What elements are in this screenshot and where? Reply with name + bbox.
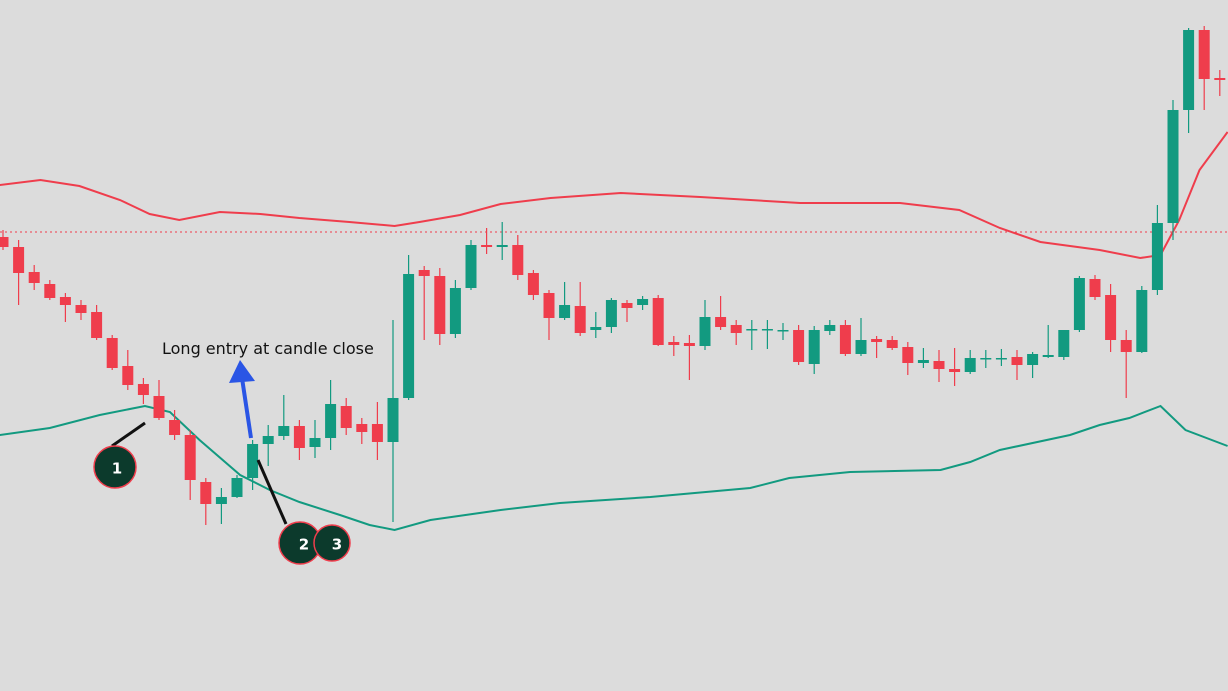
candle-body (13, 247, 25, 273)
candle-body (683, 343, 695, 346)
candle-body (871, 339, 883, 342)
candle-body (91, 312, 103, 338)
candle-body (824, 325, 836, 331)
candle-body (122, 366, 134, 385)
candle-body (184, 435, 196, 480)
candle-body (496, 245, 508, 247)
candle-body (668, 342, 680, 345)
candle-body (637, 299, 649, 305)
candle-body (699, 317, 711, 346)
candle-body (247, 444, 259, 478)
candle-body (777, 330, 789, 332)
candle-body (0, 237, 9, 247)
marker-circle (93, 445, 137, 489)
plot (0, 26, 1228, 532)
candle-body (449, 288, 461, 334)
candle-body (356, 424, 368, 432)
candle-body (1167, 110, 1179, 223)
candle-body (855, 340, 867, 354)
arrow-head (229, 360, 255, 383)
candle-body (1042, 355, 1054, 357)
candle-body (465, 245, 477, 288)
candle-body (605, 300, 617, 327)
candle-body (1058, 330, 1070, 357)
candle-body (1073, 278, 1085, 330)
candle-body (512, 245, 524, 275)
candle-body (153, 396, 165, 418)
arrow-shaft (240, 377, 253, 439)
candle-body (403, 274, 415, 398)
candle-body (527, 273, 539, 295)
annotations: Long entry at candle close 1 2 3 (93, 339, 374, 565)
candle-body (1011, 357, 1023, 365)
candle-body (231, 478, 243, 497)
candle-body (902, 347, 914, 363)
candle-body (137, 384, 149, 395)
candle-body (621, 303, 633, 308)
band-line (0, 404, 1228, 532)
marker-line (111, 421, 146, 448)
candle-body (559, 305, 571, 318)
candle-body (262, 436, 274, 444)
candle-body (169, 420, 181, 435)
candle-body (1183, 30, 1195, 110)
marker-line (256, 459, 288, 525)
candle-body (1214, 78, 1226, 80)
candle-body (325, 404, 337, 438)
candle-body (28, 272, 40, 283)
candle-body (761, 329, 773, 331)
candle-body (917, 360, 929, 363)
candle-body (1198, 30, 1210, 79)
candle-body (839, 325, 851, 354)
candle-body (980, 358, 992, 360)
candle-body (933, 361, 945, 369)
candle-body (1089, 279, 1101, 297)
annotation-text: Long entry at candle close (162, 339, 374, 358)
candle-body (715, 317, 727, 327)
candle-body (995, 358, 1007, 360)
candle-body (808, 330, 820, 364)
band-line (0, 131, 1228, 260)
candle-body (44, 284, 56, 298)
marker-label: 3 (332, 536, 342, 554)
candle-body (340, 406, 352, 428)
candle-body (215, 497, 227, 504)
candle-body (590, 327, 602, 330)
candle-body (59, 297, 71, 305)
candle-body (543, 293, 555, 318)
candle-body (309, 438, 321, 447)
candle-body (293, 426, 305, 448)
candle-body (1151, 223, 1163, 290)
candle-body (106, 338, 118, 368)
candle-body (1105, 295, 1117, 340)
candle-body (278, 426, 290, 436)
candle-body (481, 245, 493, 247)
candle-body (75, 305, 87, 313)
candle-body (886, 340, 898, 348)
candle-body (371, 424, 383, 442)
candle-body (964, 358, 976, 372)
candle-body (387, 398, 399, 442)
candle-body (1027, 354, 1039, 365)
candle-body (1136, 290, 1148, 352)
candle-body (949, 369, 961, 372)
candle-body (200, 482, 212, 504)
candle-body (793, 330, 805, 362)
marker-label: 1 (112, 460, 122, 478)
candle-body (1120, 340, 1132, 352)
candle-body (652, 298, 664, 345)
candle-body (418, 270, 430, 276)
candle-body (434, 276, 446, 334)
marker-circle (313, 524, 351, 562)
candle-body (730, 325, 742, 333)
candle-body (746, 329, 758, 331)
candle-body (574, 306, 586, 333)
marker-label: 2 (299, 536, 309, 554)
